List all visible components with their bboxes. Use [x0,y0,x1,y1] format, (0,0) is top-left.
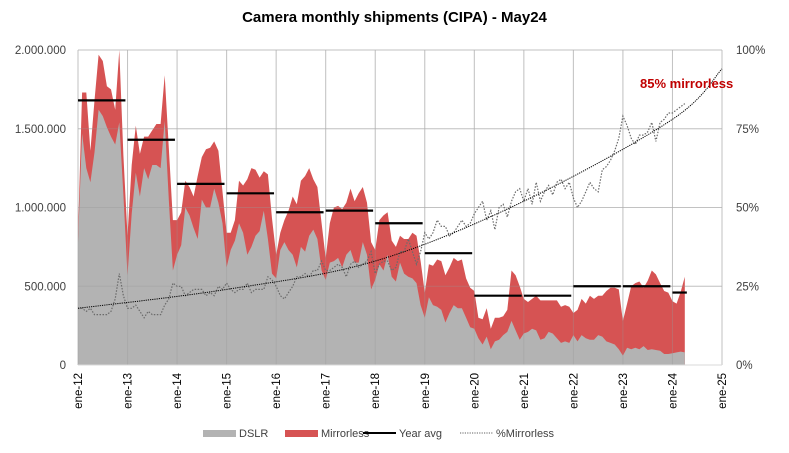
pct-mirrorless-line [78,103,686,319]
y-tick-label: 1.500.000 [15,124,66,136]
y2-tick-label: 25% [736,281,759,293]
y-tick-label: 2.000.000 [15,45,66,57]
x-tick-label: ene-14 [172,372,184,408]
legend-label: Year avg [399,428,442,440]
area-series [77,49,723,366]
legend-swatch-mirrorless [285,430,318,437]
legend-label: %Mirrorless [496,428,555,440]
x-tick-label: ene-23 [618,373,630,409]
y2-tick-label: 100% [736,45,765,57]
legend: DSLR Mirrorless Year avg %Mirrorless [203,428,555,440]
y-tick-label: 1.000.000 [15,203,66,215]
y-tick-label: 500.000 [24,281,66,293]
x-tick-label: ene-19 [420,373,432,409]
x-tick-label: ene-17 [321,373,333,409]
x-tick-label: ene-21 [519,373,531,409]
axes: 0 500.000 1.000.000 1.500.000 2.000.000 0% 25%… [15,45,766,409]
legend-label: Mirrorless [321,428,370,440]
x-tick-label: ene-25 [717,373,729,409]
legend-swatch-dslr [203,430,236,437]
y-tick-label: 0 [60,360,66,372]
legend-label: DSLR [239,428,268,440]
y2-tick-label: 0% [736,360,753,372]
x-tick-label: ene-24 [667,372,679,408]
trend-line [77,68,723,309]
x-tick-label: ene-12 [73,373,85,409]
chart-title: Camera monthly shipments (CIPA) - May24 [242,9,547,26]
y2-tick-label: 50% [736,203,759,215]
dslr-area [78,109,685,365]
y2-tick-label: 75% [736,124,759,136]
x-tick-label: ene-20 [469,373,481,409]
x-tick-label: ene-16 [271,373,283,409]
annotation-label: 85% mirrorless [640,76,733,91]
x-tick-label: ene-15 [222,373,234,409]
x-tick-label: ene-18 [370,373,382,409]
x-tick-label: ene-22 [568,373,580,409]
line-series [77,68,723,319]
x-tick-label: ene-13 [123,373,135,409]
